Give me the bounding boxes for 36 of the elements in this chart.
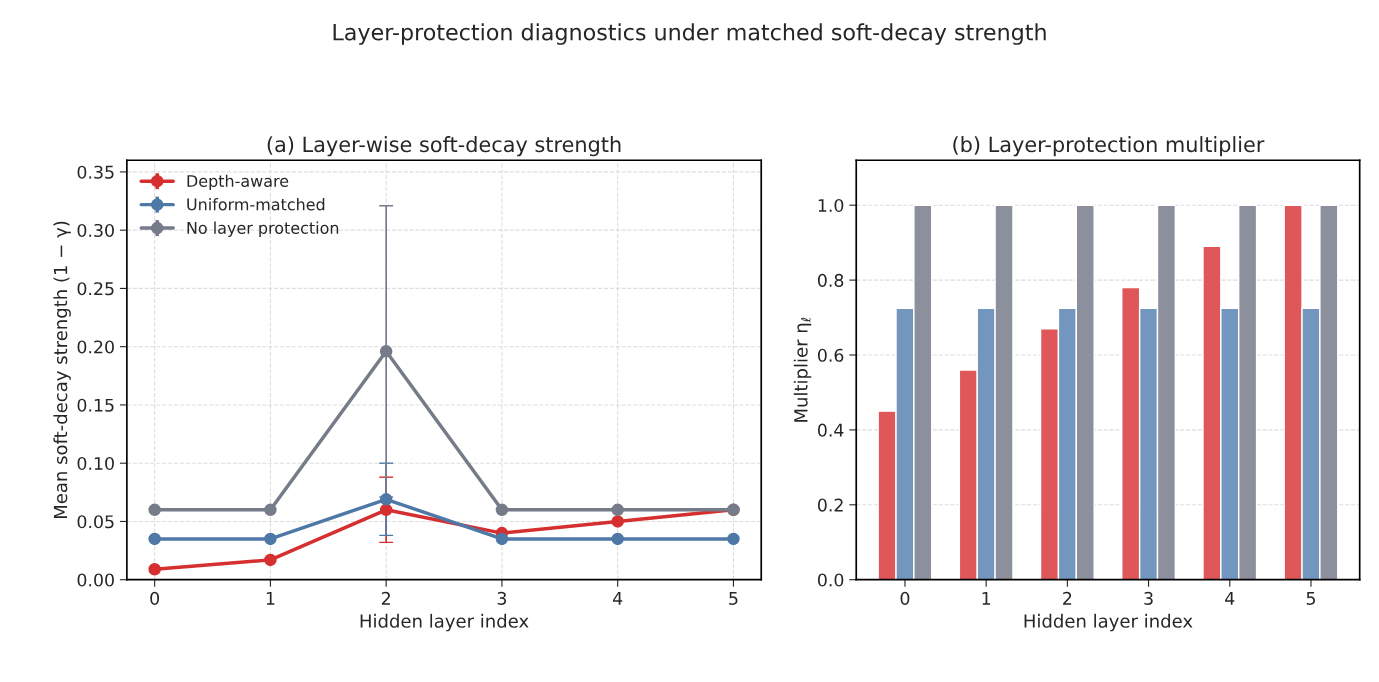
x-tick-label: 5: [729, 592, 738, 605]
x-tick-label: 4: [613, 592, 623, 605]
x-axis-title: Hidden layer index: [1024, 613, 1193, 632]
y-tick-label: 0.30: [77, 223, 114, 238]
y-tick-label: 0.35: [77, 165, 114, 179]
chart-title: (a) Layer-wise soft-decay strength: [267, 136, 621, 157]
y-tick-label: 0.8: [817, 273, 844, 287]
legend-label: Depth-aware: [187, 174, 289, 191]
x-tick-label: 3: [1144, 591, 1153, 605]
y-tick-label: 0.2: [817, 498, 843, 512]
legend-label: No layer protection: [187, 221, 339, 237]
chart-title: (b) Layer-protection multiplier: [953, 136, 1265, 157]
x-tick-label: 1: [266, 592, 275, 605]
y-tick-label: 0.10: [77, 456, 114, 471]
y-tick-label: 0.25: [77, 282, 114, 296]
x-tick-label: 4: [1225, 592, 1235, 605]
y-axis-title: Mean soft-decay strength (1 − γ): [53, 221, 71, 519]
legend-label: Uniform-matched: [187, 198, 325, 211]
y-tick-label: 0.20: [77, 340, 114, 354]
x-tick-label: 2: [381, 591, 390, 605]
x-tick-label: 5: [1306, 592, 1315, 605]
x-tick-label: 1: [982, 592, 991, 605]
y-tick-label: 0.4: [817, 423, 844, 437]
x-tick-label: 3: [497, 591, 507, 605]
y-tick-label: 0.15: [77, 398, 114, 412]
y-axis-title: Multiplier η$_{ℓ}$: [793, 317, 812, 422]
y-tick-label: 0.0: [817, 573, 844, 587]
y-tick-label: 1.0: [818, 198, 844, 213]
y-tick-label: 0.00: [77, 573, 114, 587]
text: Layer-protection diagnostics under matched soft-decay strength: [333, 23, 1046, 45]
x-tick-label: 0: [900, 591, 910, 605]
y-tick-label: 0.05: [77, 515, 114, 529]
x-tick-label: 0: [150, 591, 160, 605]
x-axis-title: Hidden layer index: [360, 613, 529, 632]
x-tick-label: 2: [1063, 591, 1072, 605]
y-tick-label: 0.6: [817, 348, 844, 362]
